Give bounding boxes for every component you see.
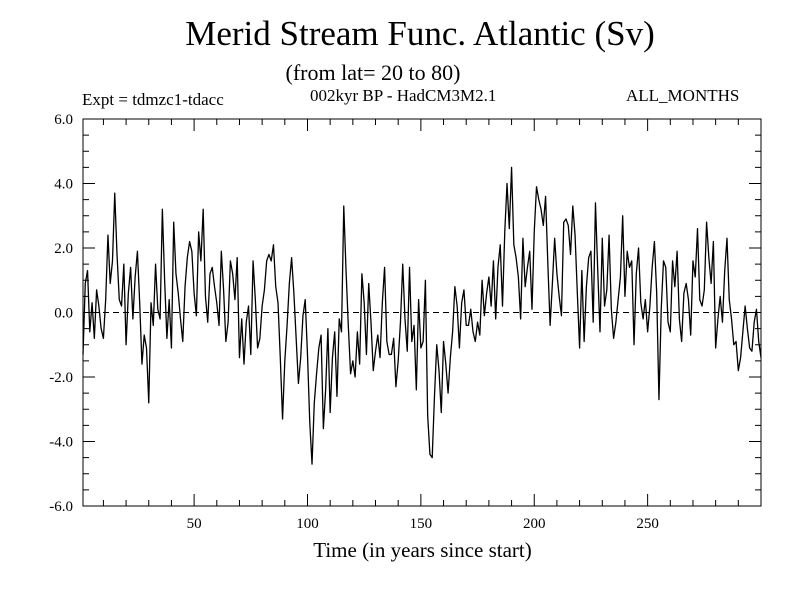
y-tick-label: 2.0 — [54, 241, 73, 257]
x-axis-label: Time (in years since start) — [313, 538, 532, 562]
plot-frame — [82, 118, 762, 507]
x-tick-label: 100 — [296, 516, 319, 532]
x-tick-label: 50 — [187, 516, 202, 532]
axis-ticks — [83, 118, 761, 507]
months-label: ALL_MONTHS — [626, 86, 740, 105]
x-tick-label: 200 — [523, 516, 546, 532]
x-tick-label: 250 — [636, 516, 659, 532]
y-tick-label: 4.0 — [54, 177, 73, 193]
axis-tick-labels: 50 100 150 200 250 -6.0 -4.0 -2.0 0.0 2.0 4.0 6.0 — [49, 112, 659, 532]
x-tick-label: 150 — [410, 516, 433, 532]
y-tick-label: 6.0 — [54, 112, 73, 128]
experiment-label: Expt = tdmzc1-tdacc — [82, 90, 224, 109]
y-tick-label: 0.0 — [54, 306, 73, 322]
series-line — [82, 166, 762, 465]
model-label: 002kyr BP - HadCM3M2.1 — [310, 86, 497, 105]
chart-subtitle: (from lat= 20 to 80) — [285, 60, 461, 85]
y-tick-label: -4.0 — [49, 435, 73, 451]
y-tick-label: -6.0 — [49, 499, 73, 515]
chart-title: Merid Stream Func. Atlantic (Sv) — [185, 14, 655, 53]
y-tick-label: -2.0 — [49, 370, 73, 386]
